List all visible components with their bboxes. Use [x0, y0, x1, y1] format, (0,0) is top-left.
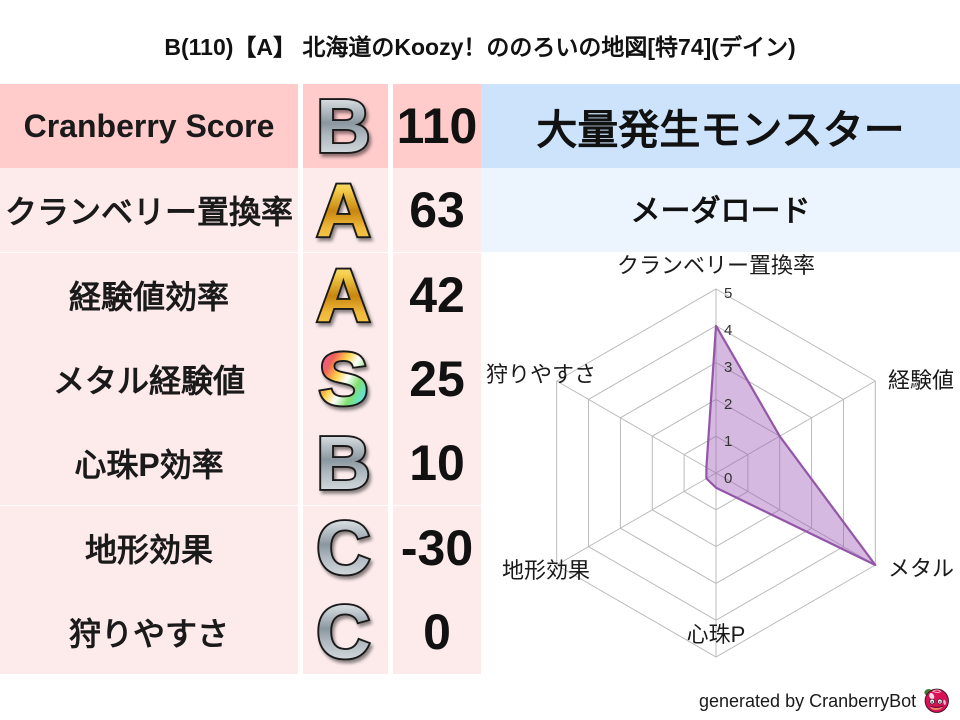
- svg-text:メタル: メタル: [888, 556, 954, 581]
- svg-text:2: 2: [724, 396, 732, 413]
- svg-text:地形効果: 地形効果: [502, 558, 590, 583]
- svg-text:1: 1: [724, 433, 732, 450]
- svg-text:4: 4: [724, 322, 732, 339]
- svg-text:狩りやすさ: 狩りやすさ: [486, 362, 596, 387]
- svg-text:心珠P: 心珠P: [687, 622, 746, 647]
- svg-text:3: 3: [724, 359, 732, 376]
- svg-text:経験値: 経験値: [888, 368, 954, 393]
- svg-text:5: 5: [724, 285, 732, 302]
- svg-text:0: 0: [724, 470, 732, 487]
- svg-text:クランベリー置換率: クランベリー置換率: [617, 253, 815, 278]
